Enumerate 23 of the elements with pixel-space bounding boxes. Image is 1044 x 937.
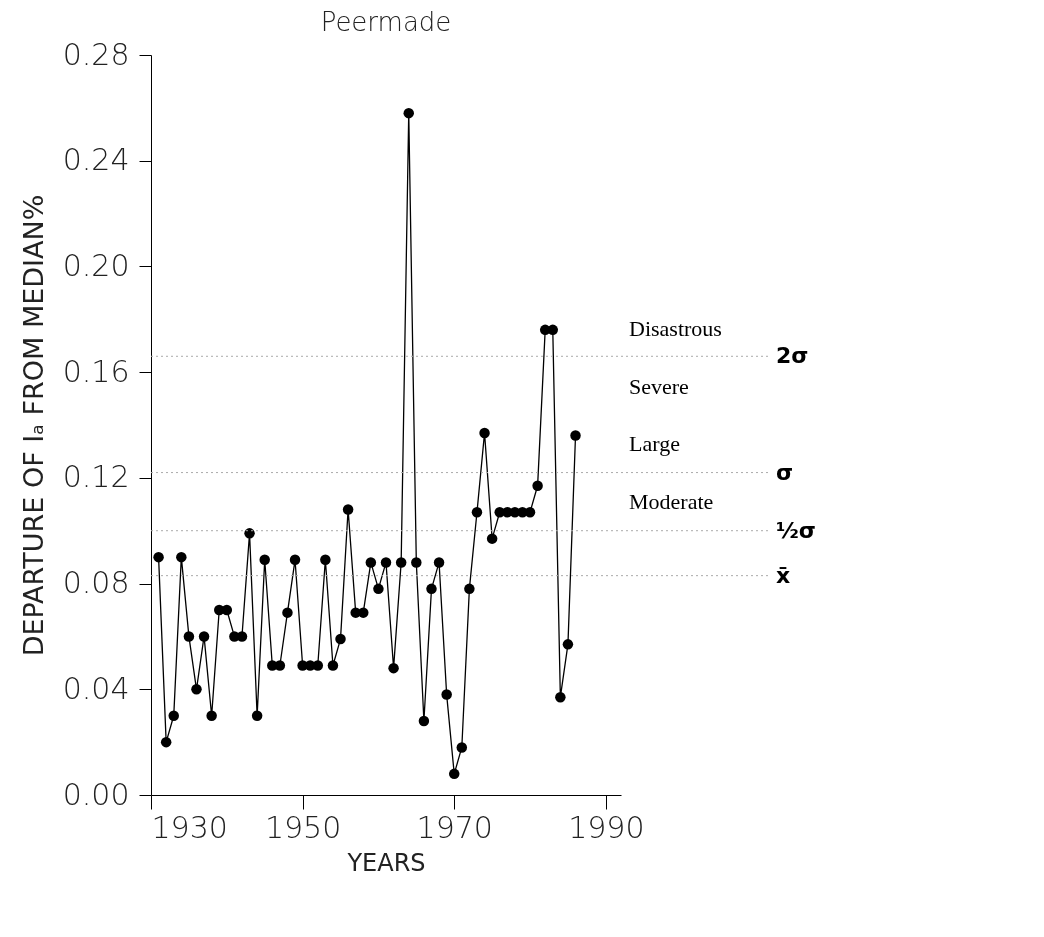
y-tick-label: 0.12 (62, 459, 130, 495)
x-tick-label: 1930 (151, 809, 228, 845)
chart-title: Peermade (320, 7, 452, 37)
text: Disastrous (629, 315, 722, 341)
text: Large (629, 431, 680, 457)
y-tick-label: 0.04 (62, 670, 130, 706)
y-tick-label: 0.00 (62, 776, 130, 812)
y-tick-label: 0.24 (62, 142, 130, 178)
y-axis-title: DEPARTURE OF Iₐ FROM MEDIAN% (17, 194, 49, 657)
text: Moderate (629, 488, 714, 514)
y-tick-label: 0.08 (62, 565, 130, 601)
x-tick-label: 1990 (568, 809, 645, 845)
y-tick-label: 0.16 (62, 353, 130, 389)
x-axis-title: YEARS (346, 848, 426, 877)
ref-line-label: σ (776, 459, 794, 485)
text: Severe (629, 373, 689, 399)
y-tick-label: 0.20 (62, 247, 130, 283)
ref-line-label: 2σ (776, 343, 809, 369)
x-tick-label: 1950 (264, 809, 342, 845)
y-tick-label: 0.28 (62, 36, 130, 72)
ref-line-label: ½σ (776, 517, 816, 543)
x-tick-label: 1970 (416, 809, 493, 845)
ref-line-label: x̄ (776, 562, 791, 588)
